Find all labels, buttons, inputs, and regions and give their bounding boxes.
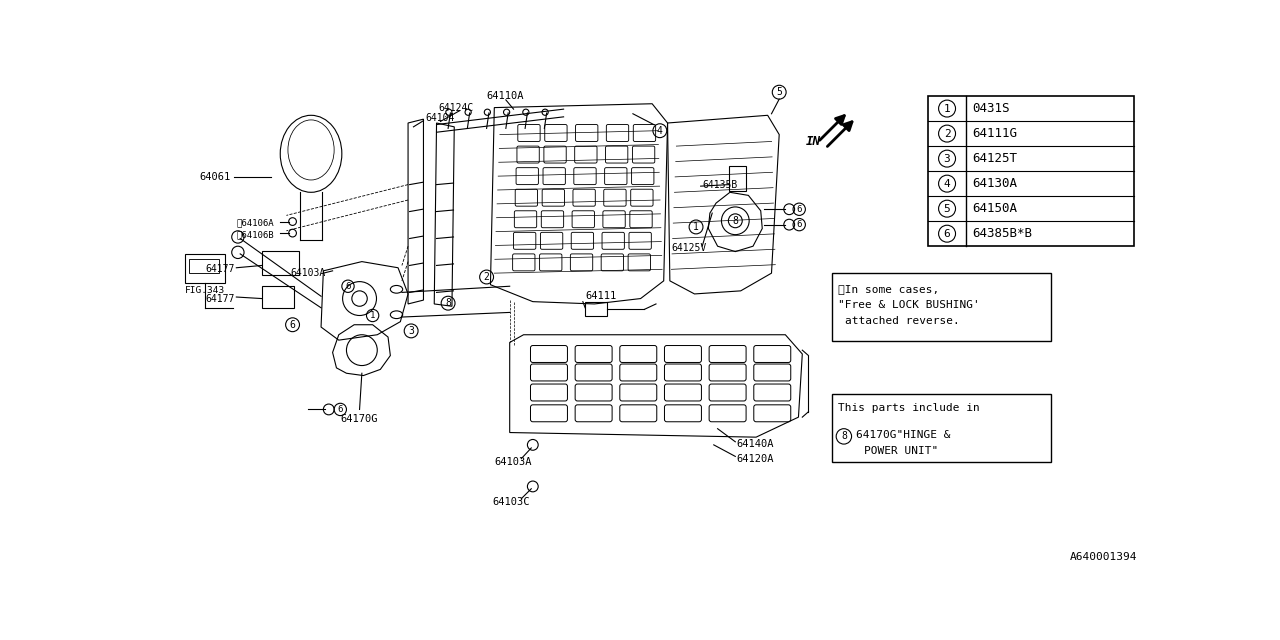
Text: 64125V: 64125V xyxy=(672,243,707,253)
Text: 64120A: 64120A xyxy=(737,454,774,465)
Text: 64111G: 64111G xyxy=(973,127,1018,140)
Text: "Free & LOCK BUSHING': "Free & LOCK BUSHING' xyxy=(837,300,979,310)
Text: 4: 4 xyxy=(657,125,663,136)
Text: 64104: 64104 xyxy=(425,113,454,123)
Text: ※64106B: ※64106B xyxy=(237,230,274,239)
Text: 64111: 64111 xyxy=(585,291,617,301)
Text: 64125T: 64125T xyxy=(973,152,1018,165)
Text: 6: 6 xyxy=(346,282,351,291)
Text: 6: 6 xyxy=(289,320,296,330)
Text: 1: 1 xyxy=(943,104,951,113)
Text: 6: 6 xyxy=(796,220,801,229)
Text: 64103C: 64103C xyxy=(493,497,530,507)
Text: 64170G: 64170G xyxy=(340,415,378,424)
Text: 64103A: 64103A xyxy=(291,268,325,278)
Text: 0431S: 0431S xyxy=(973,102,1010,115)
Text: POWER UNIT": POWER UNIT" xyxy=(864,445,938,456)
Text: 64150A: 64150A xyxy=(973,202,1018,215)
Text: 64177: 64177 xyxy=(206,264,236,275)
Text: 64130A: 64130A xyxy=(973,177,1018,190)
Text: This parts include in: This parts include in xyxy=(837,403,979,413)
Text: 5: 5 xyxy=(776,87,782,97)
Text: 1: 1 xyxy=(370,311,375,320)
Text: 6: 6 xyxy=(796,205,801,214)
Text: FIG.343: FIG.343 xyxy=(184,286,225,295)
Text: 8: 8 xyxy=(445,298,451,308)
Text: 6: 6 xyxy=(338,405,343,414)
Text: 64124C: 64124C xyxy=(438,102,474,113)
Text: 64170G"HINGE &: 64170G"HINGE & xyxy=(856,430,951,440)
Text: 64135B: 64135B xyxy=(703,180,737,189)
Text: 64385B*B: 64385B*B xyxy=(973,227,1033,240)
Text: 8: 8 xyxy=(732,216,739,226)
Text: 5: 5 xyxy=(943,204,951,214)
Text: 4: 4 xyxy=(943,179,951,189)
Text: 2: 2 xyxy=(943,129,951,139)
Text: IN: IN xyxy=(806,136,820,148)
Text: 8: 8 xyxy=(841,431,847,442)
Text: 3: 3 xyxy=(943,154,951,164)
Text: 2: 2 xyxy=(484,272,489,282)
Text: 1: 1 xyxy=(692,222,699,232)
Text: ※64106A: ※64106A xyxy=(237,219,274,228)
Text: ※In some cases,: ※In some cases, xyxy=(837,284,940,294)
Text: 6: 6 xyxy=(943,228,951,239)
Text: 64110A: 64110A xyxy=(486,91,524,101)
Text: 64140A: 64140A xyxy=(737,439,774,449)
Text: attached reverse.: attached reverse. xyxy=(845,316,960,326)
Text: 64177: 64177 xyxy=(206,294,236,303)
Text: 64103A: 64103A xyxy=(494,457,531,467)
Text: A640001394: A640001394 xyxy=(1070,552,1137,562)
Text: 64061: 64061 xyxy=(200,172,230,182)
Text: 3: 3 xyxy=(408,326,413,336)
